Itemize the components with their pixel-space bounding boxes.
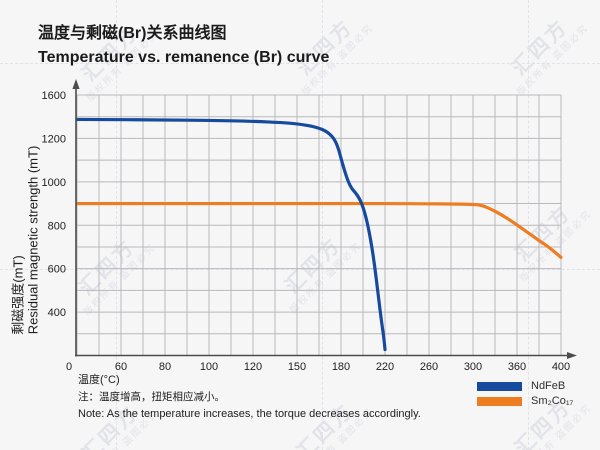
legend-item-sm2co17: Sm₂Co₁₇ bbox=[477, 396, 573, 407]
svg-text:220: 220 bbox=[376, 361, 394, 373]
legend-swatch-ndfeb bbox=[477, 382, 522, 391]
svg-text:180: 180 bbox=[332, 361, 350, 373]
x-axis-title: 温度(°C) bbox=[78, 374, 120, 386]
legend-label-ndfeb: NdFeB bbox=[531, 380, 566, 392]
background-dashed-line bbox=[0, 63, 600, 64]
background-dashed-line bbox=[0, 269, 600, 270]
svg-text:0: 0 bbox=[66, 361, 72, 373]
footnote-zh: 注：温度增高，扭矩相应减小。 bbox=[78, 391, 225, 403]
legend-label-sm2co17: Sm₂Co₁₇ bbox=[531, 395, 574, 407]
chart-legend: NdFeB Sm₂Co₁₇ bbox=[477, 381, 573, 411]
legend-item-ndfeb: NdFeB bbox=[477, 381, 573, 392]
svg-text:600: 600 bbox=[48, 264, 66, 276]
svg-text:120: 120 bbox=[244, 361, 262, 373]
footnote-en: Note: As the temperature increases, the … bbox=[78, 407, 421, 420]
svg-text:1200: 1200 bbox=[42, 133, 66, 145]
svg-text:60: 60 bbox=[115, 361, 127, 373]
legend-swatch-sm2co17 bbox=[477, 397, 522, 406]
svg-text:300: 300 bbox=[464, 361, 482, 373]
svg-text:800: 800 bbox=[48, 220, 66, 232]
y-axis-title-zh: 剩磁强度(mT) bbox=[10, 255, 26, 335]
svg-text:260: 260 bbox=[420, 361, 438, 373]
footnote: 注：温度增高，扭矩相应减小。 Note: As the temperature … bbox=[78, 391, 421, 421]
title-block: 温度与剩磁(Br)关系曲线图 Temperature vs. remanence… bbox=[38, 24, 329, 67]
svg-text:400: 400 bbox=[552, 361, 570, 373]
y-axis-title-en: Residual magnetic strength (mT) bbox=[25, 145, 41, 335]
svg-text:1000: 1000 bbox=[42, 177, 66, 189]
svg-text:400: 400 bbox=[48, 307, 66, 319]
page-title-en: Temperature vs. remanence (Br) curve bbox=[38, 49, 330, 67]
svg-text:360: 360 bbox=[508, 361, 526, 373]
svg-text:150: 150 bbox=[288, 361, 306, 373]
page-title-zh: 温度与剩磁(Br)关系曲线图 bbox=[38, 25, 227, 42]
svg-text:1600: 1600 bbox=[42, 90, 66, 102]
svg-text:100: 100 bbox=[200, 361, 218, 373]
svg-text:80: 80 bbox=[159, 361, 171, 373]
